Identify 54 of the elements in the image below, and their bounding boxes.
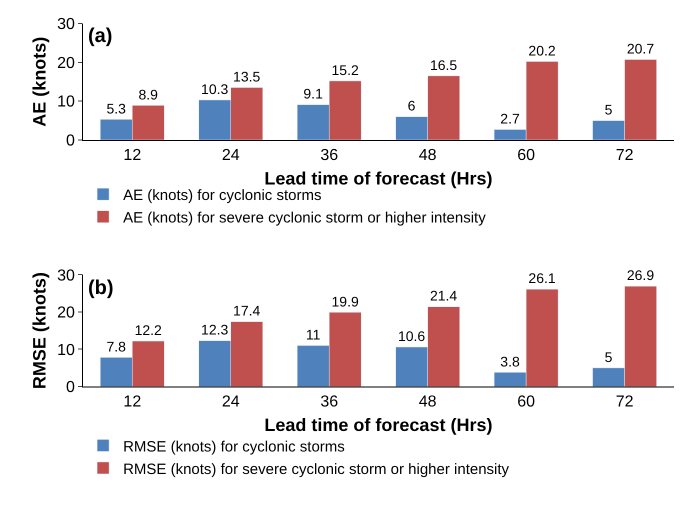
data-label: 9.1 (303, 86, 324, 102)
data-label: 12.3 (201, 322, 228, 338)
y-tick-label: 0 (66, 132, 75, 150)
data-label: 7.8 (106, 338, 126, 354)
x-axis-title: Lead time of forecast (Hrs) (264, 168, 492, 188)
data-label: 5 (604, 348, 613, 365)
x-tick-label: 12 (123, 394, 142, 411)
y-tick-label: 0 (66, 379, 75, 396)
data-label: 2.7 (500, 110, 520, 127)
legend-label: AE (knots) for severe cyclonic storm or higher intensity (123, 210, 486, 227)
x-tick-label: 60 (517, 394, 536, 411)
data-label: 19.9 (331, 293, 359, 310)
data-label: 12.2 (134, 322, 162, 338)
x-axis-title: Lead time of forecast (Hrs) (264, 414, 492, 435)
data-label: 17.4 (233, 302, 260, 319)
data-label: 10.6 (398, 328, 426, 344)
y-tick-label: 20 (57, 54, 75, 72)
y-axis-title: AE (knots) (29, 36, 50, 127)
legend-label: AE (knots) for cyclonic storms (123, 187, 322, 204)
x-tick-label: 36 (320, 147, 338, 164)
x-tick-label: 36 (320, 394, 338, 411)
data-label: 26.9 (626, 267, 654, 284)
legend-label: RMSE (knots) for severe cyclonic storm or higher intensity (123, 460, 510, 478)
data-label: 8.9 (138, 86, 158, 102)
x-tick-label: 72 (616, 147, 634, 164)
data-label: 20.7 (626, 40, 654, 57)
data-label: 3.8 (500, 353, 520, 370)
y-tick-label: 20 (57, 304, 75, 322)
y-axis-title: RMSE (knots) (29, 272, 50, 390)
data-label: 26.1 (528, 270, 556, 286)
data-label: 5.3 (106, 100, 126, 116)
x-tick-label: 12 (123, 147, 142, 164)
y-tick-label: 10 (57, 94, 75, 111)
x-tick-label: 60 (517, 147, 536, 164)
data-label: 5 (604, 102, 613, 118)
y-tick-label: 30 (57, 16, 75, 33)
y-tick-label: 10 (57, 342, 75, 359)
x-tick-label: 48 (418, 394, 437, 411)
data-label: 16.5 (430, 56, 458, 73)
data-label: 11 (306, 326, 321, 343)
chart-title: (a) (88, 25, 112, 47)
chart-title: (b) (88, 277, 114, 299)
data-label: 13.5 (233, 68, 260, 85)
x-tick-label: 48 (418, 147, 437, 164)
legend-label: RMSE (knots) for cyclonic storms (123, 438, 345, 456)
data-label: 15.2 (331, 62, 359, 78)
x-tick-label: 72 (616, 394, 634, 411)
data-label: 10.3 (201, 80, 228, 97)
x-tick-label: 24 (222, 394, 240, 411)
x-tick-label: 24 (222, 147, 240, 164)
data-label: 6 (408, 98, 416, 114)
data-label: 21.4 (430, 288, 458, 304)
y-tick-label: 30 (57, 267, 75, 284)
data-label: 20.2 (528, 42, 556, 58)
